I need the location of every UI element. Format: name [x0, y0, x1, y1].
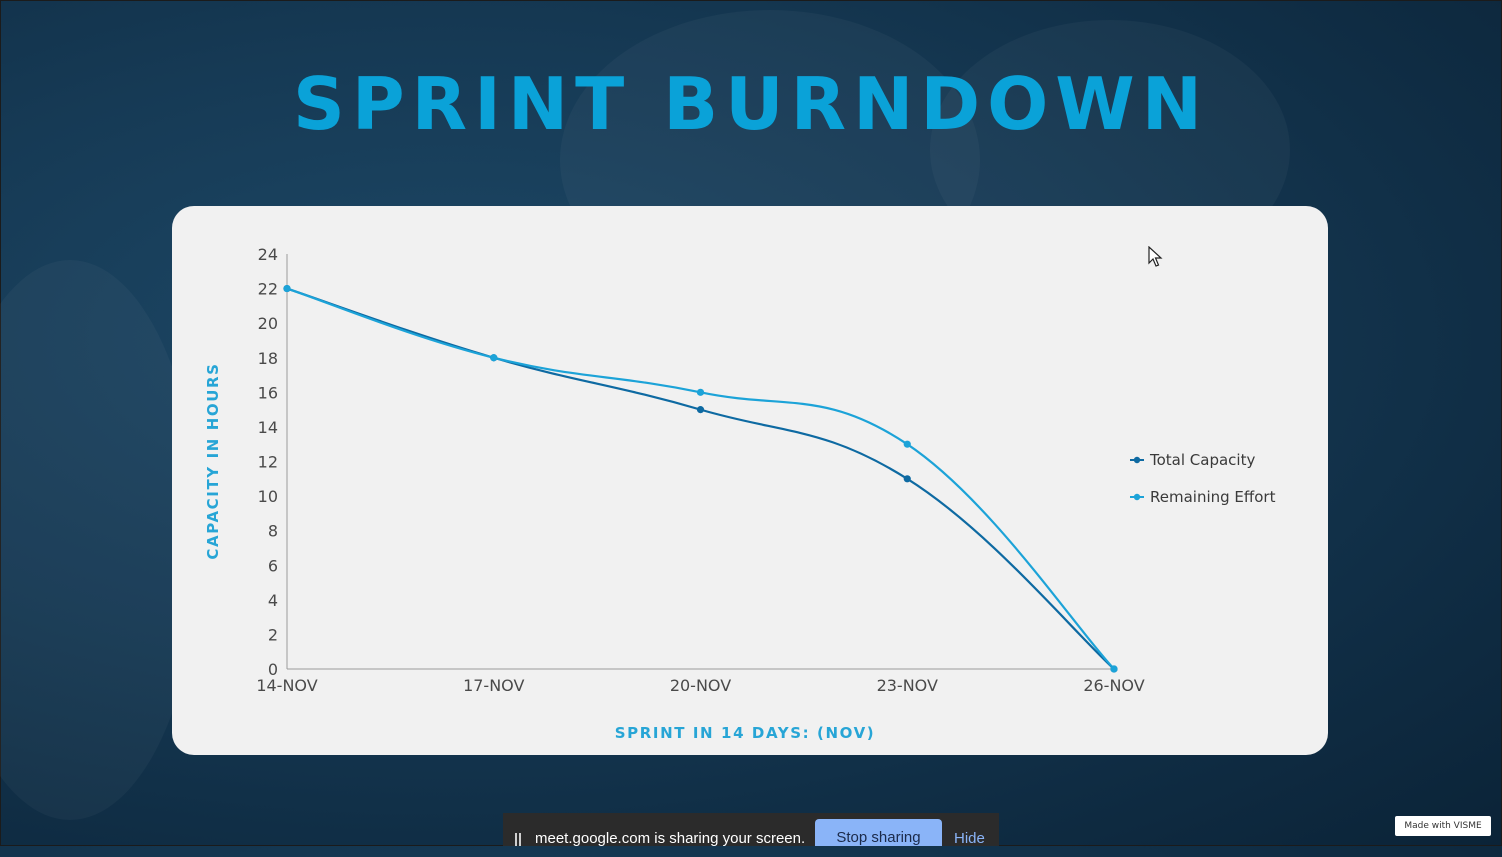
mouse-cursor-icon	[1148, 246, 1163, 267]
y-tick-label: 6	[268, 556, 278, 575]
y-tick-label: 0	[268, 660, 278, 679]
series-line-remaining-effort	[286, 287, 1115, 670]
screen-share-bar: meet.google.com is sharing your screen. …	[503, 813, 999, 847]
visme-watermark[interactable]: Made with VISME	[1395, 816, 1491, 836]
x-tick-label: 17-NOV	[463, 676, 524, 695]
x-tick-label: 14-NOV	[256, 676, 317, 695]
hide-button[interactable]: Hide	[954, 830, 985, 847]
y-tick-label: 18	[258, 349, 278, 368]
chart-card: 0 2 4 6 8 10 12 14 16 18 20 22 24 14-NOV 17-NOV 20-NOV 2…	[172, 206, 1328, 755]
y-tick-label: 12	[258, 453, 278, 472]
data-point	[1110, 665, 1118, 673]
legend-marker-dot	[1133, 456, 1141, 464]
x-tick-label: 26-NOV	[1083, 676, 1144, 695]
data-point	[696, 388, 705, 396]
slide-title: SPRINT BURNDOWN	[293, 62, 1209, 146]
data-point	[903, 440, 911, 448]
x-tick-label: 23-NOV	[877, 676, 938, 695]
x-tick-label: 20-NOV	[670, 676, 731, 695]
legend-label: Total Capacity	[1149, 451, 1255, 469]
legend-marker-dot	[1133, 493, 1141, 501]
drag-handle-icon[interactable]	[515, 833, 517, 846]
y-tick-label: 22	[258, 280, 278, 299]
y-tick-label: 14	[258, 418, 278, 437]
series-line-total-capacity	[286, 287, 1115, 670]
data-point	[283, 284, 291, 293]
stop-sharing-button[interactable]: Stop sharing	[815, 819, 942, 846]
y-tick-label: 2	[268, 625, 278, 644]
data-point	[903, 475, 911, 483]
share-message: meet.google.com is sharing your screen.	[535, 830, 806, 847]
x-axis-label: SPRINT IN 14 DAYS: (NOV)	[614, 724, 876, 742]
y-tick-label: 8	[268, 522, 278, 541]
y-tick-label: 16	[258, 383, 278, 402]
legend-label: Remaining Effort	[1150, 488, 1276, 506]
y-tick-label: 4	[268, 591, 278, 610]
data-point	[696, 406, 705, 414]
y-tick-label: 20	[258, 314, 278, 333]
y-tick-label: 24	[258, 245, 278, 264]
y-tick-label: 10	[258, 487, 278, 506]
data-point	[490, 354, 498, 362]
y-axis-label: CAPACITY IN HOURS	[204, 362, 222, 560]
